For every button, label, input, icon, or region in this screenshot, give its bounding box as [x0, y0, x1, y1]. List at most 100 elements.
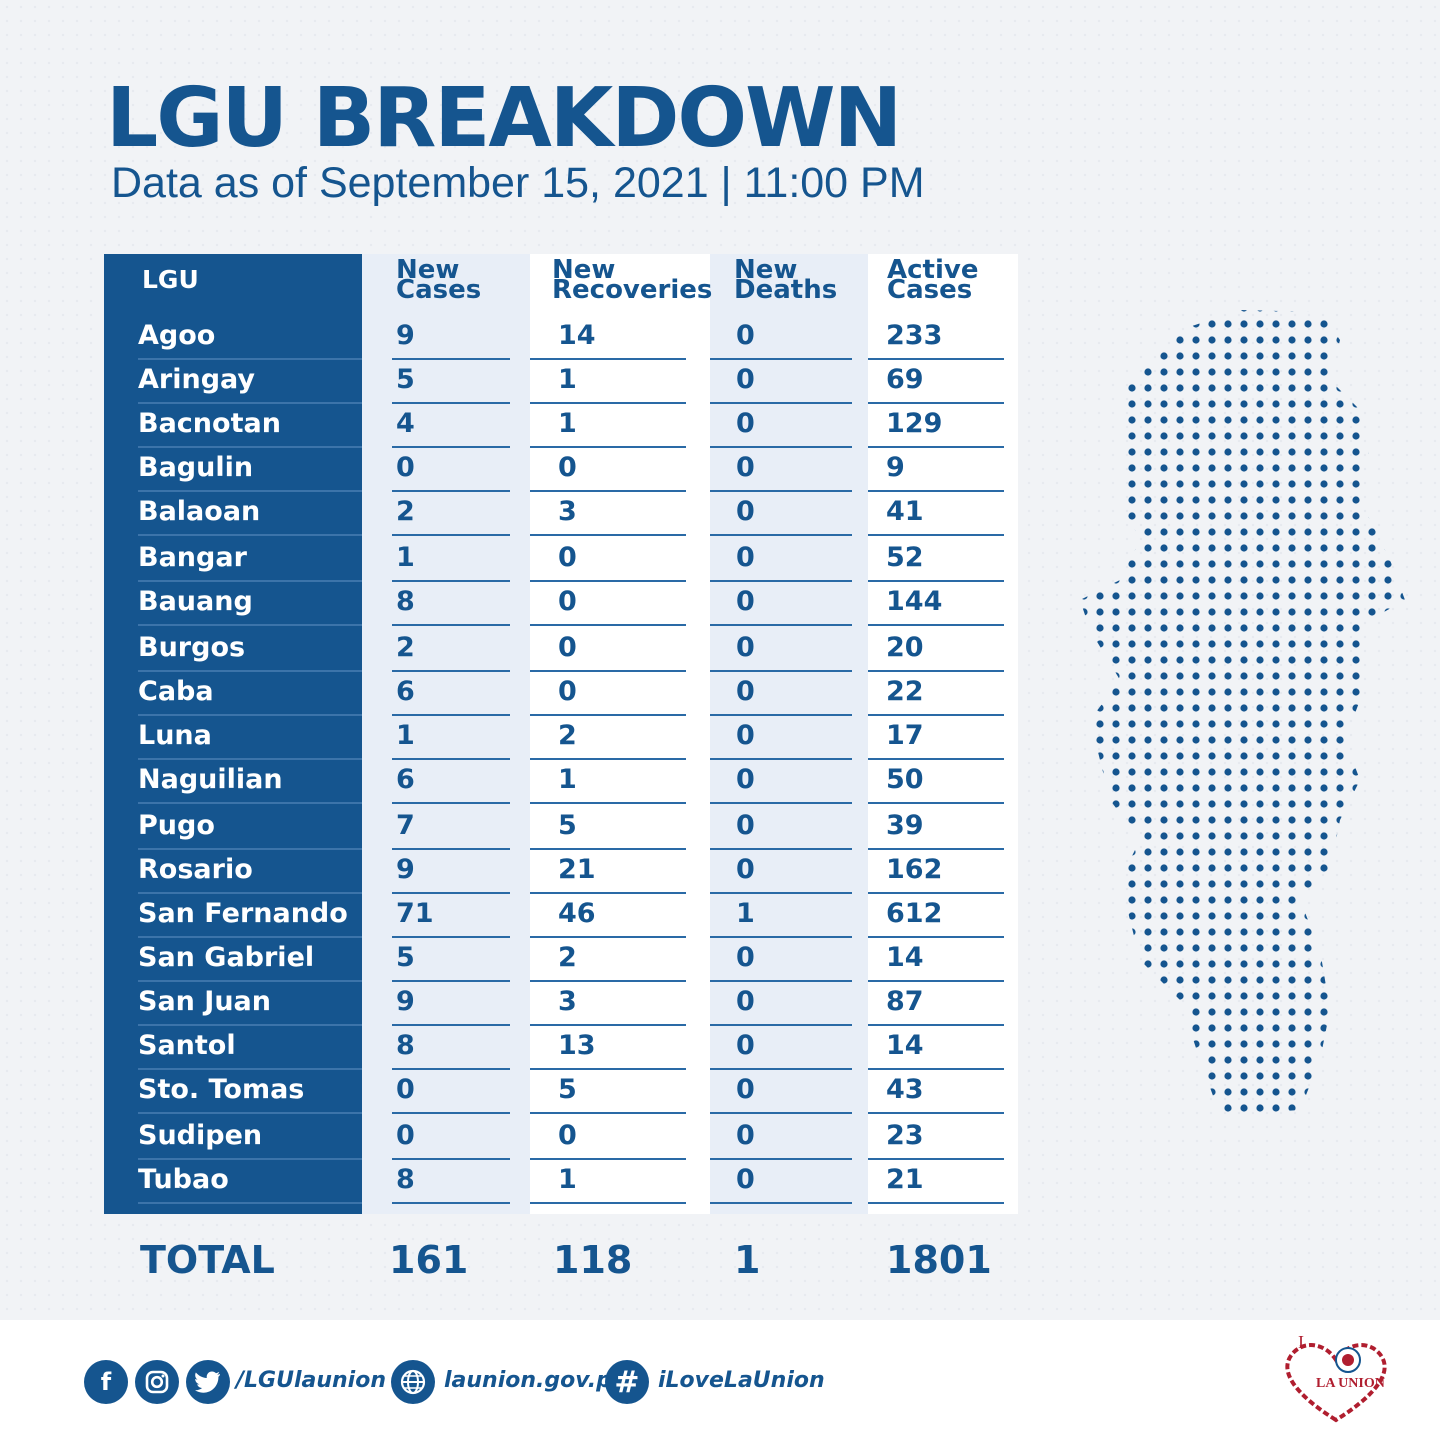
cell-active-cases: 21 — [886, 1164, 924, 1195]
cell-new-recoveries: 13 — [558, 1030, 596, 1061]
logo-text: LA UNION — [1316, 1376, 1385, 1391]
cell-lgu: San Gabriel — [138, 942, 315, 973]
instagram-icon[interactable] — [135, 1360, 179, 1404]
cell-lgu: Pugo — [138, 810, 215, 841]
cell-new-deaths: 1 — [736, 898, 755, 929]
row-divider — [138, 802, 362, 804]
row-divider — [710, 1024, 852, 1026]
table-row: Balaoan 2 3 0 41 — [104, 490, 1018, 536]
row-divider — [392, 402, 510, 404]
cell-new-cases: 2 — [396, 632, 415, 663]
cell-new-deaths: 0 — [736, 408, 755, 439]
total-active-cases: 1801 — [886, 1238, 992, 1282]
active-cases-column-bg — [868, 254, 1018, 1214]
table-row: Bauang 8 0 0 144 — [104, 580, 1018, 626]
table-row: Bacnotan 4 1 0 129 — [104, 402, 1018, 448]
row-divider — [710, 1202, 852, 1204]
cell-active-cases: 50 — [886, 764, 924, 795]
row-divider — [392, 580, 510, 582]
cell-new-deaths: 0 — [736, 452, 755, 483]
table-row: Sudipen 0 0 0 23 — [104, 1114, 1018, 1160]
table-row: Sto. Tomas 0 5 0 43 — [104, 1068, 1018, 1114]
footer-bar — [0, 1320, 1440, 1440]
cell-active-cases: 41 — [886, 496, 924, 527]
cell-new-deaths: 0 — [736, 364, 755, 395]
cell-new-cases: 2 — [396, 496, 415, 527]
row-divider — [392, 758, 510, 760]
row-divider — [138, 892, 362, 894]
row-divider — [710, 1112, 852, 1114]
table-row: Caba 6 0 0 22 — [104, 670, 1018, 716]
row-divider — [710, 534, 852, 536]
cell-active-cases: 22 — [886, 676, 924, 707]
cell-lgu: Luna — [138, 720, 212, 751]
cell-new-recoveries: 0 — [558, 676, 577, 707]
cell-new-recoveries: 0 — [558, 586, 577, 617]
row-divider — [392, 802, 510, 804]
row-divider — [710, 936, 852, 938]
table-row: Santol 8 13 0 14 — [104, 1024, 1018, 1070]
header-new-deaths: New Deaths — [734, 257, 837, 303]
cell-lgu: Bacnotan — [138, 408, 281, 439]
globe-icon[interactable] — [391, 1360, 435, 1404]
row-divider — [392, 980, 510, 982]
cell-active-cases: 144 — [886, 586, 943, 617]
cell-new-cases: 0 — [396, 452, 415, 483]
row-divider — [392, 446, 510, 448]
row-divider — [530, 714, 686, 716]
row-divider — [138, 714, 362, 716]
cell-active-cases: 233 — [886, 320, 943, 351]
cell-lgu: Burgos — [138, 632, 246, 663]
cell-active-cases: 69 — [886, 364, 924, 395]
cell-new-deaths: 0 — [736, 676, 755, 707]
row-divider — [710, 848, 852, 850]
cell-new-deaths: 0 — [736, 496, 755, 527]
table-row: San Gabriel 5 2 0 14 — [104, 936, 1018, 982]
row-divider — [710, 624, 852, 626]
row-divider — [868, 758, 1004, 760]
cell-lgu: Naguilian — [138, 764, 283, 795]
hashtag-icon[interactable]: # — [605, 1360, 649, 1404]
row-divider — [138, 534, 362, 536]
header-new-cases-line2: Cases — [396, 275, 482, 305]
row-divider — [138, 848, 362, 850]
row-divider — [392, 1202, 510, 1204]
header-active-cases-line1: Active — [887, 255, 979, 285]
cell-new-deaths: 0 — [736, 854, 755, 885]
facebook-icon[interactable]: f — [84, 1360, 128, 1404]
header-new-recoveries-line1: New — [552, 255, 616, 285]
table-row: Rosario 9 21 0 162 — [104, 848, 1018, 894]
totals-row: TOTAL 161 118 1 1801 — [0, 1234, 1040, 1286]
total-new-deaths: 1 — [734, 1238, 761, 1282]
cell-new-recoveries: 1 — [558, 408, 577, 439]
header-new-recoveries: New Recoveries — [552, 255, 712, 303]
totals-label: TOTAL — [140, 1238, 275, 1282]
cell-new-recoveries: 2 — [558, 720, 577, 751]
row-divider — [868, 534, 1004, 536]
row-divider — [392, 624, 510, 626]
row-divider — [868, 670, 1004, 672]
cell-lgu: Tubao — [138, 1164, 229, 1195]
table-row: Burgos 2 0 0 20 — [104, 626, 1018, 672]
hashtag-text[interactable]: iLoveLaUnion — [658, 1368, 825, 1393]
row-divider — [530, 758, 686, 760]
twitter-icon[interactable] — [186, 1360, 230, 1404]
row-divider — [868, 1112, 1004, 1114]
row-divider — [530, 936, 686, 938]
cell-active-cases: 52 — [886, 542, 924, 573]
row-divider — [138, 358, 362, 360]
cell-new-cases: 1 — [396, 542, 415, 573]
cell-new-cases: 9 — [396, 854, 415, 885]
cell-active-cases: 129 — [886, 408, 943, 439]
social-handle[interactable]: /LGUlaunion — [236, 1368, 387, 1393]
row-divider — [710, 580, 852, 582]
row-divider — [138, 980, 362, 982]
row-divider — [710, 1158, 852, 1160]
row-divider — [138, 1158, 362, 1160]
row-divider — [710, 892, 852, 894]
cell-lgu: Sto. Tomas — [138, 1074, 305, 1105]
row-divider — [138, 580, 362, 582]
cell-new-cases: 0 — [396, 1120, 415, 1151]
cell-new-recoveries: 0 — [558, 542, 577, 573]
website-link[interactable]: launion.gov.ph — [444, 1368, 628, 1393]
